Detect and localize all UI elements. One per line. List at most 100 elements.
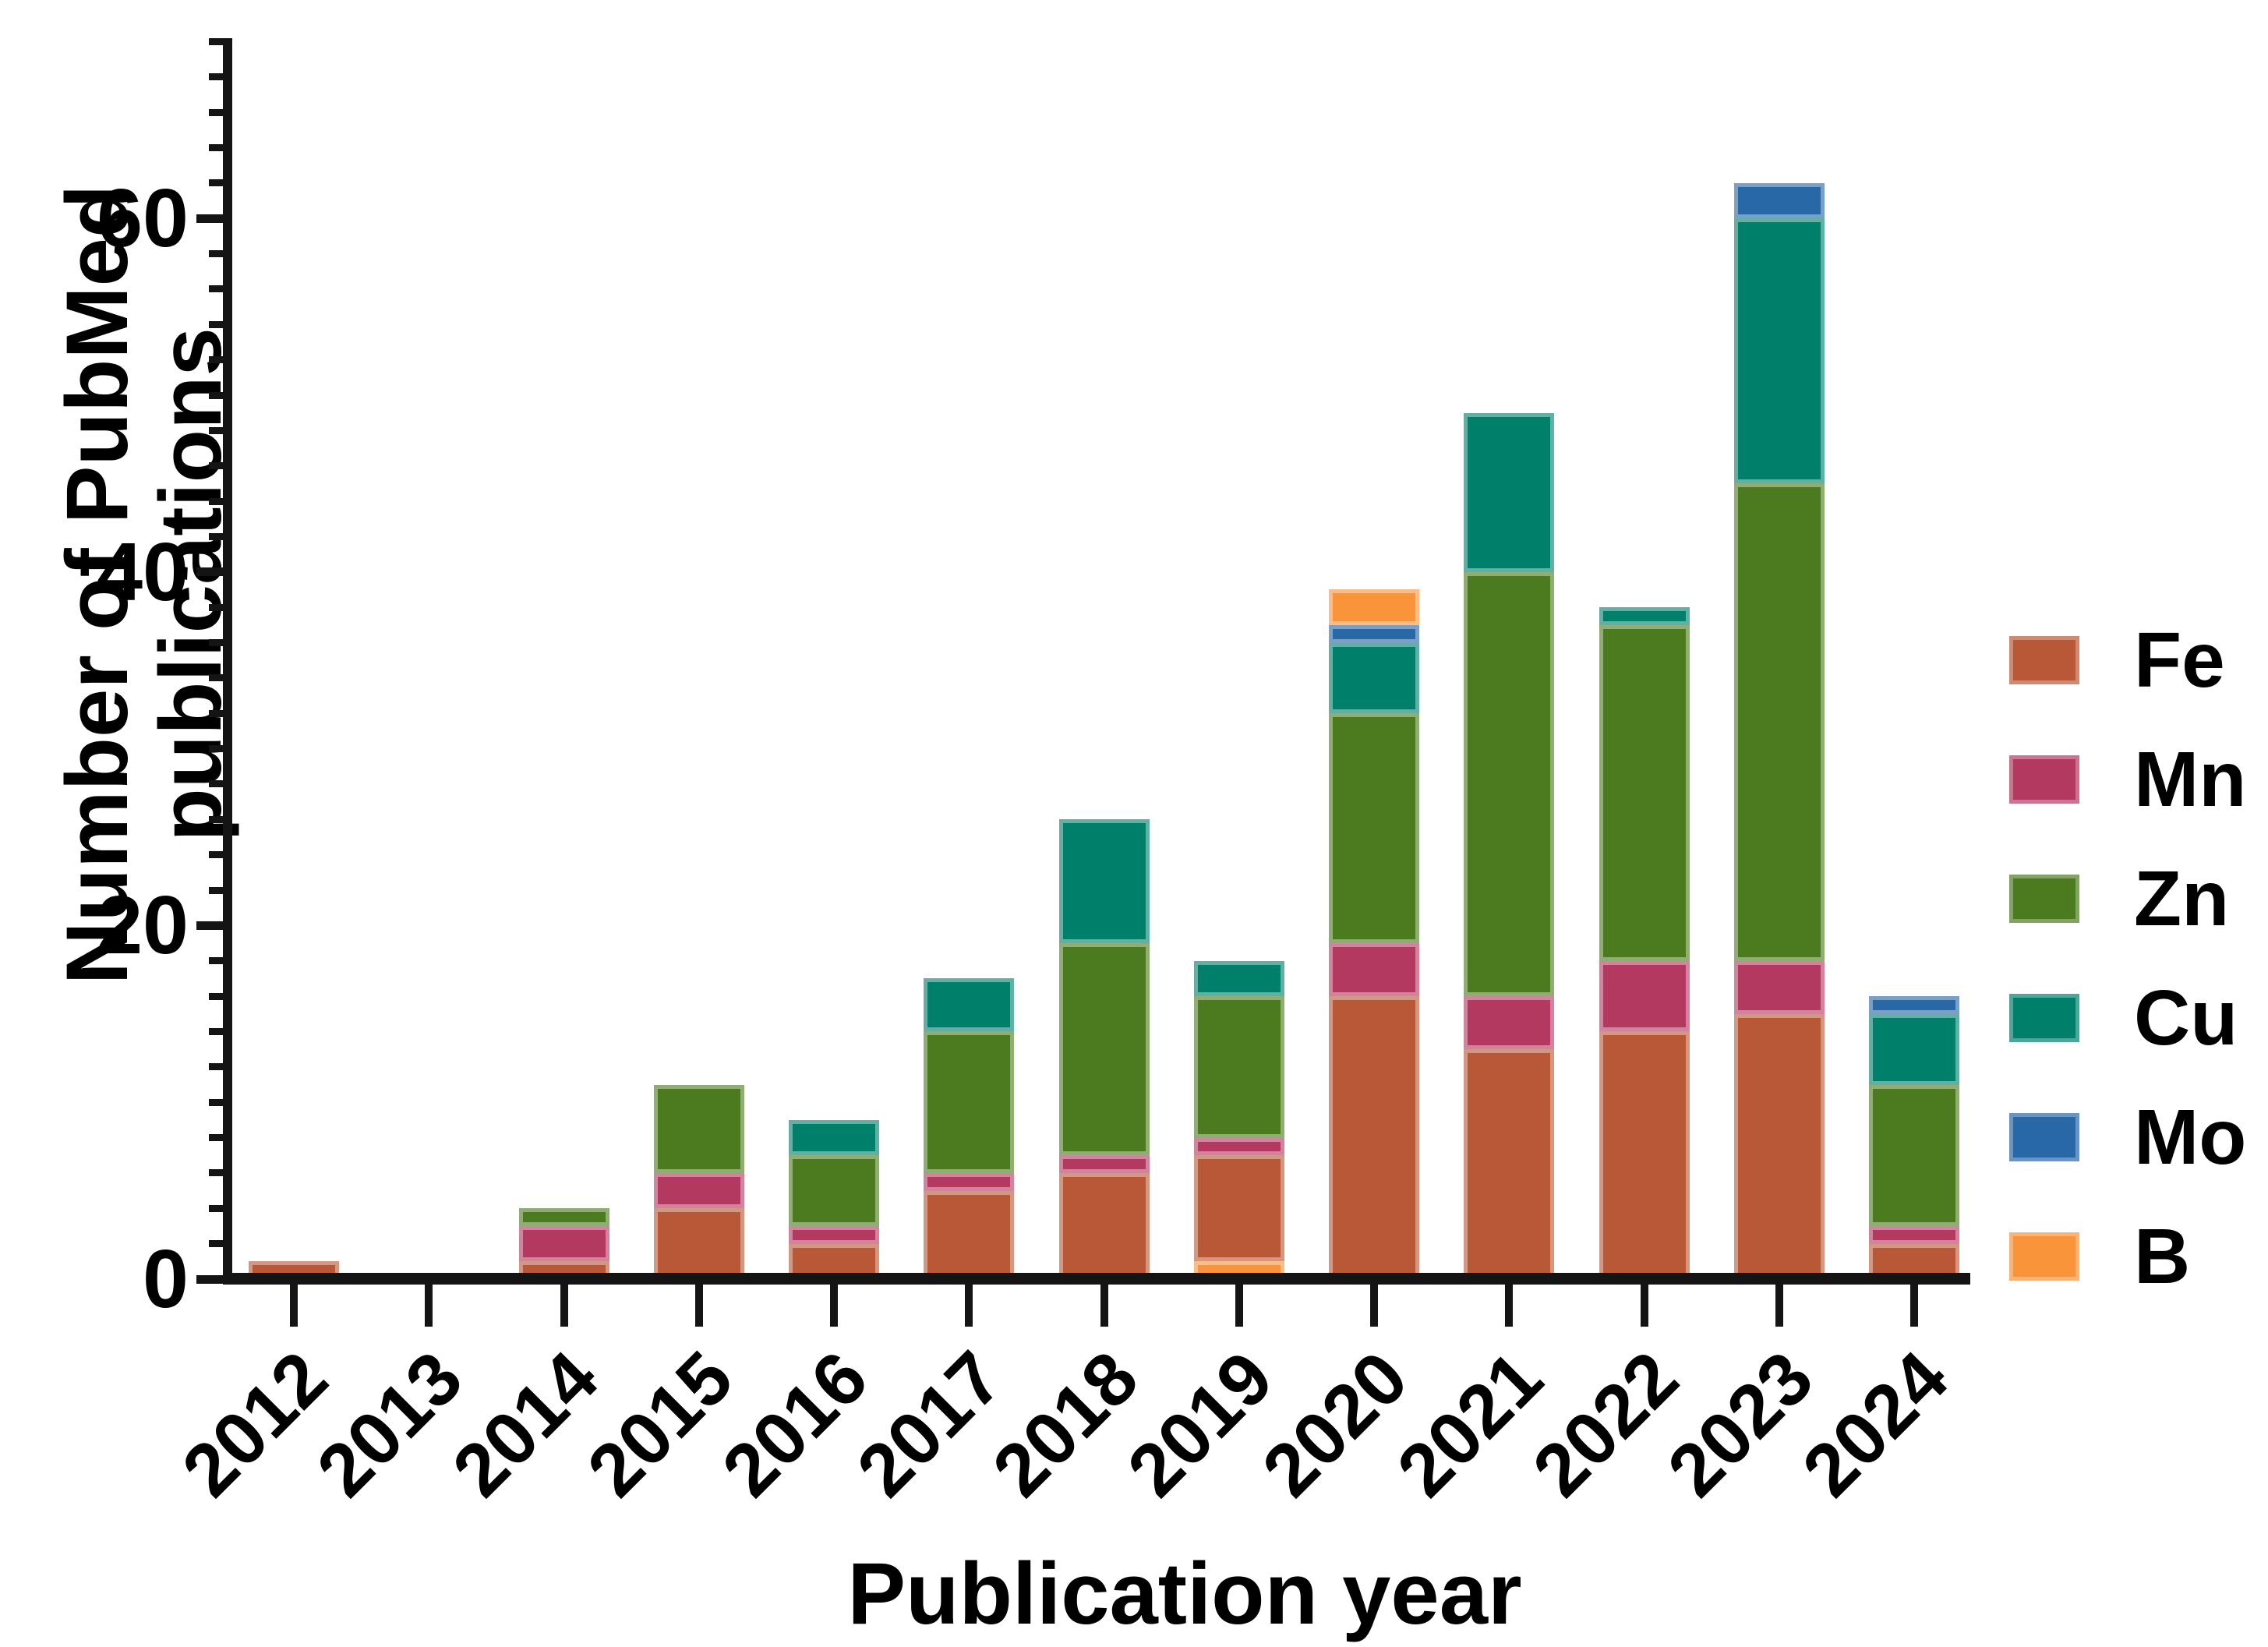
- bar-segment-2023-Cu: [1733, 218, 1825, 484]
- legend-label: Fe: [2134, 616, 2225, 704]
- y-minor-tick: [209, 73, 232, 81]
- legend-item-Cu: Cu: [2009, 958, 2266, 1077]
- legend-swatch-Zn: [2009, 874, 2079, 923]
- legend-item-Zn: Zn: [2009, 839, 2266, 958]
- bar-segment-2019-Cu: [1193, 960, 1284, 997]
- x-tick: [1910, 1278, 1918, 1327]
- y-minor-tick: [209, 1134, 232, 1142]
- bar-segment-2024-Cu: [1869, 1013, 1959, 1085]
- bar-segment-2017-Fe: [924, 1190, 1015, 1279]
- y-tick-label: 20: [97, 879, 189, 972]
- y-minor-tick: [209, 37, 232, 45]
- y-minor-tick: [209, 532, 232, 540]
- y-minor-tick: [209, 745, 232, 753]
- x-tick: [1100, 1278, 1108, 1327]
- y-minor-tick: [209, 992, 232, 1000]
- bar-segment-2018-Fe: [1058, 1172, 1150, 1279]
- bar-segment-2023-Fe: [1733, 1013, 1825, 1279]
- bar-segment-2014-Zn: [518, 1208, 609, 1226]
- legend-item-Fe: Fe: [2009, 600, 2266, 719]
- bar-segment-2021-Zn: [1464, 571, 1555, 997]
- bar-segment-2020-B: [1329, 589, 1419, 625]
- bar-segment-2021-Mn: [1464, 996, 1555, 1050]
- bar-segment-2020-Mo: [1329, 624, 1419, 643]
- legend-item-Mo: Mo: [2009, 1077, 2266, 1196]
- legend-swatch-Mn: [2009, 755, 2079, 804]
- x-tick: [830, 1278, 838, 1327]
- legend-swatch-B: [2009, 1232, 2079, 1281]
- x-tick: [1775, 1278, 1783, 1327]
- y-tick-label: 0: [143, 1233, 189, 1325]
- x-tick: [560, 1278, 568, 1327]
- bar-segment-2015-Mn: [653, 1172, 744, 1209]
- y-minor-tick: [209, 709, 232, 717]
- y-minor-tick: [209, 320, 232, 328]
- bar-segment-2016-Mn: [789, 1225, 879, 1244]
- y-minor-tick: [209, 426, 232, 434]
- x-tick: [965, 1278, 973, 1327]
- bar-segment-2017-Mn: [924, 1172, 1015, 1191]
- legend-label: Mn: [2134, 735, 2247, 823]
- x-tick: [1505, 1278, 1514, 1327]
- bar-segment-2019-Zn: [1193, 996, 1284, 1138]
- y-minor-tick: [209, 285, 232, 293]
- bar-segment-2016-Zn: [789, 1155, 879, 1226]
- bar-segment-2021-Cu: [1464, 412, 1555, 572]
- legend-label: Cu: [2134, 974, 2238, 1062]
- y-minor-tick: [209, 1169, 232, 1177]
- y-minor-tick: [209, 143, 232, 151]
- legend-label: B: [2134, 1212, 2191, 1300]
- legend-label: Mo: [2134, 1093, 2247, 1181]
- bar-segment-2019-Fe: [1193, 1155, 1284, 1262]
- legend-swatch-Cu: [2009, 993, 2079, 1042]
- x-tick: [1370, 1278, 1378, 1327]
- bar-segment-2015-Fe: [653, 1208, 744, 1279]
- bar-segment-2020-Mn: [1329, 943, 1419, 997]
- bar-segment-2021-Fe: [1464, 1049, 1555, 1279]
- legend-swatch-Fe: [2009, 635, 2079, 684]
- bar-segment-2018-Zn: [1058, 943, 1150, 1156]
- x-tick: [290, 1278, 298, 1327]
- y-minor-tick: [209, 108, 232, 116]
- bar-segment-2020-Fe: [1329, 996, 1419, 1279]
- y-major-tick: [196, 214, 232, 223]
- y-minor-tick: [209, 780, 232, 788]
- y-minor-tick: [209, 639, 232, 647]
- legend-label: Zn: [2134, 854, 2230, 942]
- y-minor-tick: [209, 179, 232, 187]
- bar-segment-2017-Zn: [924, 1031, 1015, 1173]
- bar-segment-2022-Fe: [1599, 1031, 1690, 1279]
- y-minor-tick: [209, 250, 232, 258]
- bar-segment-2024-Zn: [1869, 1084, 1959, 1226]
- x-tick: [425, 1278, 433, 1327]
- bar-segment-2022-Cu: [1599, 607, 1690, 625]
- bar-segment-2020-Zn: [1329, 713, 1419, 944]
- bar-segment-2020-Cu: [1329, 642, 1419, 714]
- bar-segment-2024-Mn: [1869, 1225, 1959, 1244]
- legend-swatch-Mo: [2009, 1112, 2079, 1161]
- y-minor-tick: [209, 356, 232, 364]
- y-minor-tick: [209, 462, 232, 470]
- y-minor-tick: [209, 851, 232, 859]
- bar-segment-2022-Mn: [1599, 960, 1690, 1032]
- x-axis-title: Publication year: [847, 1545, 1522, 1642]
- y-axis-line: [223, 43, 232, 1285]
- x-tick: [694, 1278, 703, 1327]
- y-minor-tick: [209, 815, 232, 823]
- y-minor-tick: [209, 886, 232, 894]
- y-minor-tick: [209, 1027, 232, 1035]
- y-tick-label: 40: [97, 525, 189, 618]
- x-tick: [1235, 1278, 1243, 1327]
- bar-segment-2016-Cu: [789, 1119, 879, 1156]
- y-tick-label: 60: [97, 172, 189, 265]
- x-tick: [1640, 1278, 1648, 1327]
- bar-segment-2023-Mo: [1733, 182, 1825, 219]
- y-minor-tick: [209, 1063, 232, 1071]
- y-major-tick: [196, 1274, 232, 1284]
- y-minor-tick: [209, 957, 232, 965]
- bar-segment-2023-Mn: [1733, 960, 1825, 1014]
- legend-item-Mn: Mn: [2009, 719, 2266, 839]
- bar-segment-2015-Zn: [653, 1084, 744, 1173]
- y-minor-tick: [209, 1098, 232, 1106]
